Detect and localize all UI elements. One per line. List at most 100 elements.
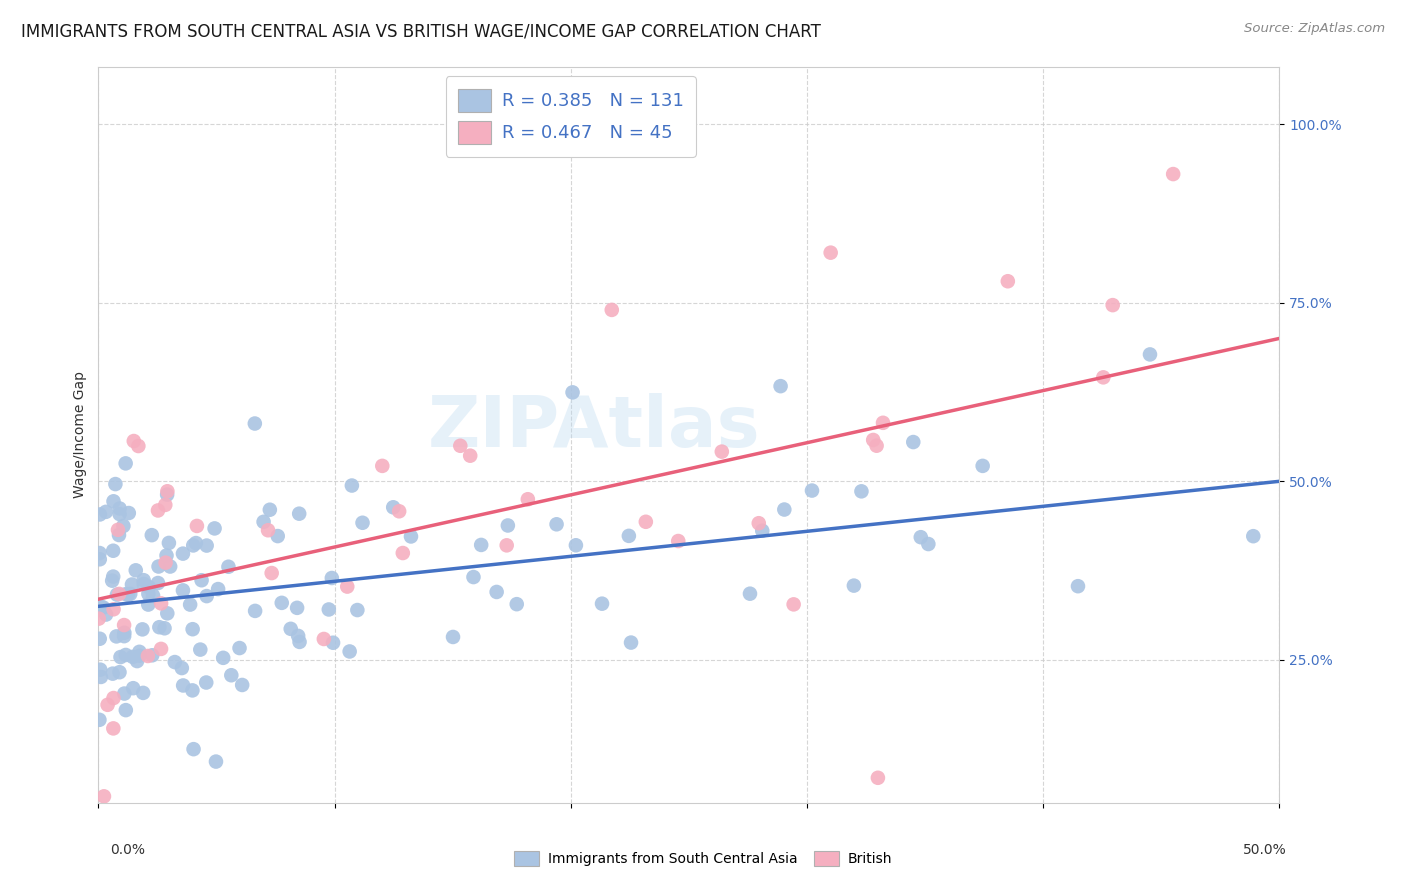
Point <box>280 622 302 636</box>
Point <box>108 507 131 521</box>
Point <box>751 524 773 538</box>
Point <box>121 649 143 664</box>
Point <box>170 661 193 675</box>
Point <box>148 620 170 634</box>
Point <box>195 675 218 690</box>
Point <box>89 663 111 677</box>
Point <box>138 580 160 594</box>
Point <box>150 641 173 656</box>
Point <box>773 502 796 516</box>
Point <box>172 678 194 692</box>
Point <box>388 504 411 518</box>
Point <box>212 650 235 665</box>
Point <box>339 644 361 658</box>
Point <box>620 635 643 649</box>
Point <box>506 597 529 611</box>
Point <box>112 618 135 632</box>
Point <box>114 703 136 717</box>
Point <box>131 623 153 637</box>
Point <box>103 569 125 583</box>
Point <box>270 596 292 610</box>
Point <box>399 529 422 543</box>
Point <box>252 515 274 529</box>
Point <box>243 604 266 618</box>
Point <box>128 648 150 663</box>
Text: 50.0%: 50.0% <box>1243 843 1286 857</box>
Point <box>87 612 110 626</box>
Point <box>104 477 127 491</box>
Point <box>195 589 218 603</box>
Point <box>470 538 492 552</box>
Point <box>782 598 804 612</box>
Point <box>617 529 640 543</box>
Point <box>207 582 229 596</box>
Point <box>128 645 150 659</box>
Point <box>872 416 894 430</box>
Point <box>155 498 177 512</box>
Point <box>485 585 508 599</box>
Point <box>352 516 374 530</box>
Point <box>842 579 865 593</box>
Point <box>172 547 194 561</box>
Point <box>190 573 212 587</box>
Point <box>120 587 142 601</box>
Point <box>105 588 128 602</box>
Point <box>1067 579 1090 593</box>
Point <box>108 501 131 516</box>
Point <box>205 755 228 769</box>
Point <box>866 771 889 785</box>
Point <box>91 600 114 615</box>
Point <box>371 458 394 473</box>
Point <box>997 274 1019 288</box>
Point <box>972 458 994 473</box>
Point <box>103 691 125 706</box>
Point <box>1101 298 1123 312</box>
Point <box>862 433 884 447</box>
Point <box>738 587 761 601</box>
Point <box>146 576 169 591</box>
Point <box>181 538 204 552</box>
Point <box>136 598 159 612</box>
Point <box>112 629 135 643</box>
Point <box>148 559 170 574</box>
Point <box>820 245 842 260</box>
Point <box>1161 167 1184 181</box>
Point <box>89 713 111 727</box>
Point <box>903 435 925 450</box>
Point <box>132 573 155 587</box>
Point <box>710 444 733 458</box>
Point <box>156 607 179 621</box>
Point <box>122 434 145 448</box>
Point <box>910 530 932 544</box>
Point <box>228 641 250 656</box>
Point <box>181 683 204 698</box>
Point <box>159 559 181 574</box>
Point <box>114 456 136 470</box>
Point <box>186 519 208 533</box>
Point <box>121 577 143 591</box>
Point <box>103 722 125 736</box>
Point <box>125 563 148 577</box>
Point <box>463 570 485 584</box>
Point <box>153 621 176 635</box>
Point <box>179 598 201 612</box>
Point <box>155 556 177 570</box>
Point <box>231 678 253 692</box>
Point <box>495 538 517 552</box>
Point <box>217 559 239 574</box>
Point <box>1139 347 1161 361</box>
Point <box>89 546 111 560</box>
Point <box>101 666 124 681</box>
Point <box>1241 529 1264 543</box>
Point <box>127 439 149 453</box>
Point <box>769 379 792 393</box>
Point <box>112 687 135 701</box>
Point <box>259 502 281 516</box>
Point <box>89 552 111 566</box>
Point <box>917 537 939 551</box>
Point <box>103 543 125 558</box>
Text: IMMIGRANTS FROM SOUTH CENTRAL ASIA VS BRITISH WAGE/INCOME GAP CORRELATION CHART: IMMIGRANTS FROM SOUTH CENTRAL ASIA VS BR… <box>21 22 821 40</box>
Legend: Immigrants from South Central Asia, British: Immigrants from South Central Asia, Brit… <box>509 846 897 871</box>
Point <box>141 528 163 542</box>
Point <box>591 597 613 611</box>
